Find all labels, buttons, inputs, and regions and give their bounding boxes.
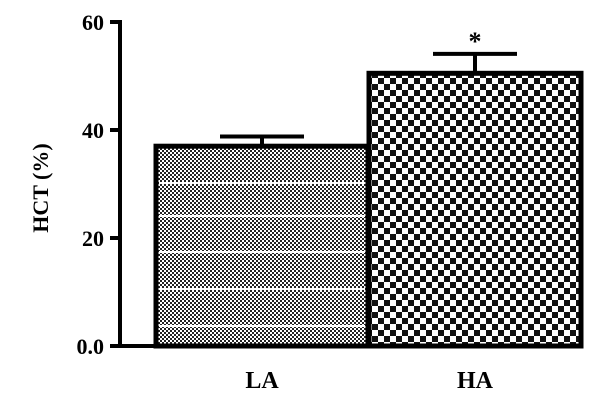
y-ticks: 0.0 20 40 60 (77, 10, 120, 359)
y-tick-label: 60 (82, 10, 104, 35)
significance-marker: * (469, 27, 482, 56)
y-tick-label: 0.0 (77, 334, 105, 359)
bar-ha (366, 70, 584, 349)
bar-la (153, 143, 371, 349)
y-axis-title: HCT (%) (28, 143, 53, 232)
bars: * (153, 27, 584, 349)
x-category-label: LA (245, 368, 279, 394)
x-category-label: HA (457, 368, 494, 394)
y-tick-label: 20 (82, 226, 104, 251)
x-categories: LA HA (245, 368, 493, 394)
y-tick-label: 40 (82, 118, 104, 143)
